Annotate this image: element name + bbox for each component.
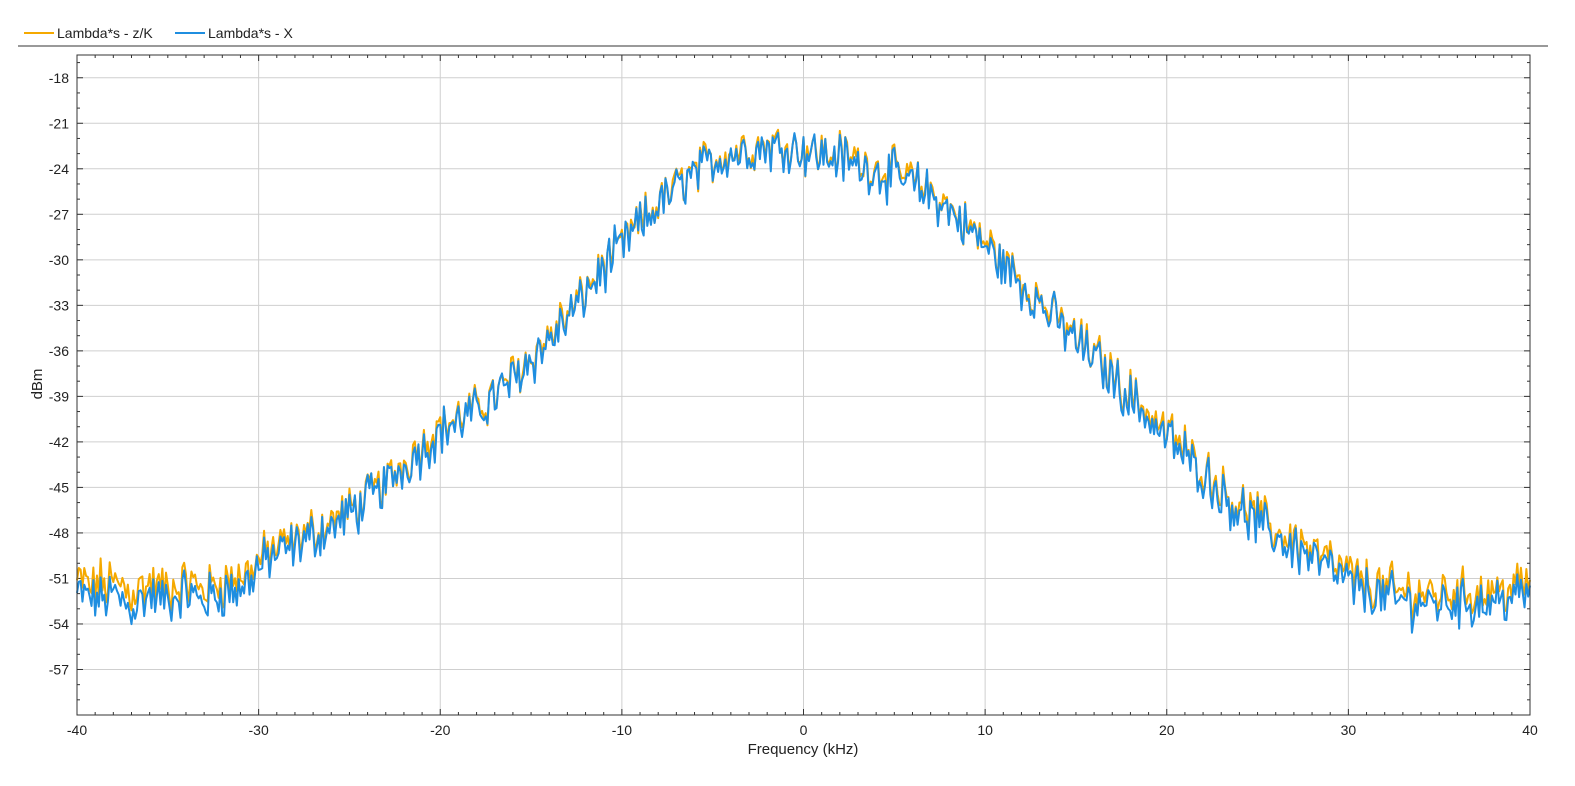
- y-tick-label: -21: [49, 115, 69, 131]
- x-tick-labels: -40 -30 -20 -10 0 10 20 30 40: [67, 722, 1538, 738]
- y-axis-title: dBm: [29, 369, 46, 400]
- x-tick-label: 20: [1159, 722, 1175, 738]
- x-tick-label: 30: [1341, 722, 1357, 738]
- y-tick-label: -18: [49, 70, 69, 86]
- legend: Lambda*s - z/K Lambda*s - X: [24, 25, 293, 41]
- y-tick-label: -54: [49, 616, 69, 632]
- legend-label-series-2: Lambda*s - X: [208, 25, 293, 41]
- y-tick-label: -51: [49, 570, 69, 586]
- y-tick-label: -33: [49, 297, 69, 313]
- y-tick-label: -24: [49, 161, 69, 177]
- plot-frame: [76, 54, 1531, 716]
- y-tick-label: -57: [49, 661, 69, 677]
- y-tick-label: -30: [49, 252, 69, 268]
- series-line-2: [76, 131, 1531, 634]
- series-layer: [76, 128, 1531, 634]
- x-tick-label: 10: [977, 722, 993, 738]
- legend-label-series-1: Lambda*s - z/K: [57, 25, 153, 41]
- x-tick-label: -10: [612, 722, 632, 738]
- y-tick-label: -36: [49, 343, 69, 359]
- x-tick-label: -30: [249, 722, 269, 738]
- x-tick-label: -40: [67, 722, 87, 738]
- y-tick-label: -45: [49, 479, 69, 495]
- y-tick-label: -48: [49, 525, 69, 541]
- y-tick-label: -39: [49, 388, 69, 404]
- x-tick-label: 0: [800, 722, 808, 738]
- x-tick-label: -20: [430, 722, 450, 738]
- grid: [76, 55, 1531, 715]
- y-tick-labels: -57 -54 -51 -48 -45 -42 -39 -36 -33 -30 -27 -24 -21 -…: [49, 70, 69, 678]
- y-tick-label: -27: [49, 206, 69, 222]
- x-axis-title: Frequency (kHz): [748, 741, 859, 758]
- x-tick-label: 40: [1522, 722, 1538, 738]
- y-tick-label: -42: [49, 434, 69, 450]
